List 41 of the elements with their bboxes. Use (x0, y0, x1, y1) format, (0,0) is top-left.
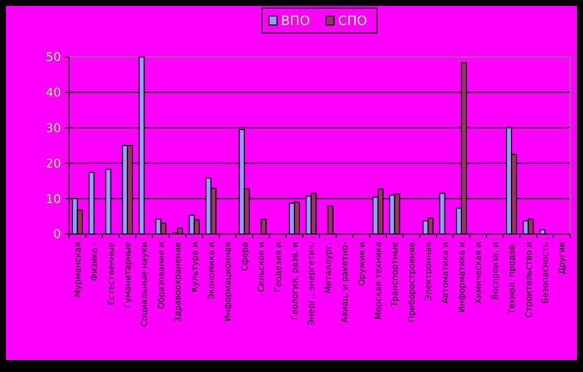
x-tick-label: Химическая и (474, 242, 484, 304)
bar (327, 206, 334, 234)
bar (260, 218, 267, 234)
x-tick-label: Мурманская (73, 242, 84, 298)
legend-label: СПО (338, 14, 368, 29)
x-tick-label: Безопасность (540, 242, 551, 304)
bar (539, 229, 546, 234)
x-tick-label: Экономика и (206, 242, 217, 300)
x-tick-label: Информационная (224, 242, 234, 322)
x-tick-label: Строительство и (524, 242, 534, 318)
x-tick-label: Другие (558, 242, 568, 274)
x-tick-label: Транспортные (390, 242, 401, 308)
y-tick-label: 0 (53, 227, 61, 242)
x-tick-label: Образование и (156, 242, 167, 310)
y-tick-label: 40 (46, 86, 61, 100)
y-tick-label: 50 (46, 50, 61, 64)
x-tick-label: Воспроизв. и (490, 242, 501, 300)
x-tick-label: Металлург. (324, 242, 334, 294)
x-tick-label: Сфера (240, 242, 250, 272)
x-tick-label: Культура и (190, 242, 200, 292)
x-tick-label: Геология, разв. и (290, 242, 300, 320)
x-tick-label: Энерг., энергетич. (307, 242, 318, 326)
x-tick-label: Приборостроение (407, 242, 418, 322)
y-tick-label: 20 (46, 156, 61, 170)
x-tick-label: Геодезия и (274, 242, 284, 292)
x-tick-label: Авиац. и ракетно- (340, 242, 351, 323)
x-tick-label: Гуманитарные (123, 242, 134, 308)
legend-label: ВПО (281, 14, 310, 29)
x-tick-label: Здравоохранение (174, 242, 184, 322)
x-tick-label: Сельское и (257, 242, 268, 292)
x-tick-label: Оружие и (357, 242, 368, 286)
x-tick-label: Физико - (90, 242, 100, 281)
x-tick-label: Естественные (106, 242, 117, 306)
x-tick-label: Морская техника (374, 242, 384, 320)
x-tick-label: Социальные науки (140, 242, 150, 327)
x-tick-label: Электронная (424, 242, 434, 301)
y-tick-label: 30 (46, 121, 61, 135)
x-tick-label: Автоматика и (440, 242, 451, 304)
x-tick-label: Информатика и (457, 242, 468, 312)
x-tick-label: Технол. продов. (508, 242, 518, 315)
y-tick-label: 10 (46, 192, 61, 206)
